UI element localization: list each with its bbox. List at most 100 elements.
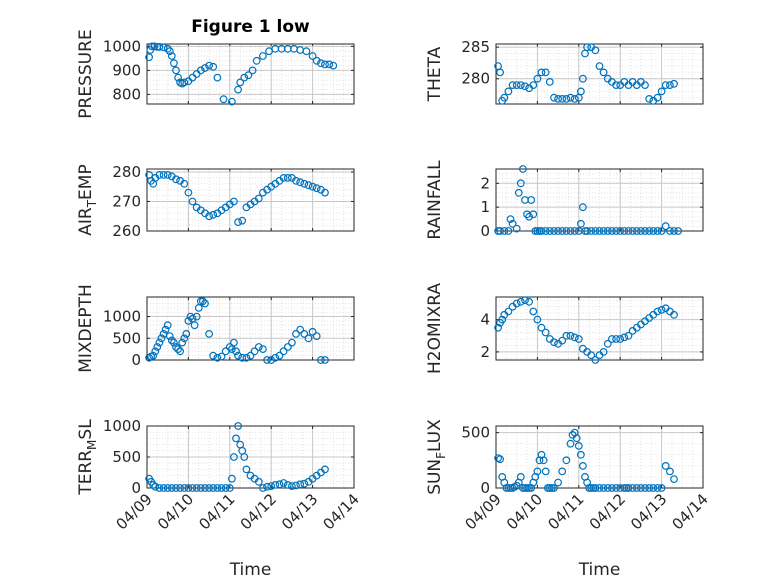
data-point xyxy=(521,296,529,305)
data-point xyxy=(653,93,662,102)
data-point xyxy=(657,484,666,492)
data-point xyxy=(300,479,309,488)
data-point xyxy=(321,188,329,197)
data-point xyxy=(587,351,596,360)
data-point xyxy=(504,227,513,235)
data-point xyxy=(608,484,616,492)
data-point xyxy=(577,219,585,228)
axes-box xyxy=(495,43,704,105)
data-point xyxy=(595,484,604,492)
data-point xyxy=(238,353,247,362)
data-point xyxy=(599,484,608,492)
data-point xyxy=(641,81,649,89)
data-point xyxy=(599,348,608,356)
data-point xyxy=(527,196,536,204)
data-point xyxy=(562,331,571,340)
data-point xyxy=(196,297,205,306)
data-point xyxy=(504,307,513,316)
data-point xyxy=(182,330,191,338)
y-axis-label: PRESSURE xyxy=(76,29,96,118)
data-point xyxy=(155,484,164,492)
data-point xyxy=(263,482,272,491)
data-point xyxy=(205,484,214,492)
data-point xyxy=(583,227,591,235)
y-tick-label: 285 xyxy=(461,38,490,56)
data-point xyxy=(167,52,176,60)
data-point xyxy=(188,197,197,206)
data-point xyxy=(661,222,670,231)
chart-title: Figure 1 low xyxy=(191,17,310,37)
y-tick-label: 270 xyxy=(112,192,141,210)
data-point xyxy=(554,227,562,235)
y-tick-label: 0 xyxy=(131,479,141,497)
data-point xyxy=(234,422,243,430)
data-point xyxy=(254,477,263,486)
data-point xyxy=(279,479,288,487)
data-point xyxy=(275,480,284,489)
data-point xyxy=(180,179,189,188)
data-point xyxy=(238,216,247,225)
data-point xyxy=(205,330,214,338)
data-point xyxy=(539,456,548,465)
data-point xyxy=(155,43,164,51)
data-point xyxy=(541,467,550,476)
data-point xyxy=(653,484,662,492)
data-point xyxy=(205,61,214,70)
data-point xyxy=(657,87,666,96)
data-point xyxy=(254,194,263,203)
data-point xyxy=(296,480,305,489)
data-point xyxy=(227,97,236,106)
data-point xyxy=(587,227,596,235)
y-tick-label: 280 xyxy=(461,70,490,88)
y-tick-label: 2 xyxy=(480,343,490,361)
series-air_temp xyxy=(145,170,329,227)
data-point xyxy=(163,170,172,179)
data-point xyxy=(176,347,185,356)
data-point xyxy=(554,94,562,103)
data-point xyxy=(550,338,558,347)
data-point xyxy=(180,78,189,87)
data-point xyxy=(149,481,158,489)
data-point xyxy=(275,351,284,360)
data-point xyxy=(190,321,199,330)
data-point xyxy=(304,181,313,190)
data-point xyxy=(548,484,556,492)
x-tick-label: 04/12 xyxy=(586,490,629,533)
data-point xyxy=(252,56,261,65)
data-point xyxy=(192,484,201,492)
data-point xyxy=(163,321,172,330)
data-point xyxy=(570,333,579,342)
data-point xyxy=(608,335,616,343)
data-point xyxy=(624,484,633,492)
y-tick-label: 900 xyxy=(112,61,141,79)
series-sun_flux xyxy=(494,428,678,492)
subplot-h2omixra: 2 4 H2OMIXRA xyxy=(425,283,704,374)
data-point xyxy=(595,227,604,235)
data-point xyxy=(283,481,292,489)
subplot-mixdepth: 0 500 1000 MIXDEPTH xyxy=(76,284,355,373)
data-point xyxy=(184,188,193,197)
data-point xyxy=(174,345,183,354)
data-point xyxy=(259,52,267,60)
x-axis-label: Time xyxy=(229,560,272,580)
data-point xyxy=(308,327,317,336)
series-theta xyxy=(494,43,678,105)
y-tick-label: 0 xyxy=(480,222,490,240)
data-point xyxy=(645,227,654,235)
data-point xyxy=(674,227,683,235)
data-point xyxy=(514,188,523,197)
data-point xyxy=(666,227,674,235)
axes-box xyxy=(495,168,704,232)
y-tick-label: 2 xyxy=(480,174,490,192)
data-point xyxy=(229,197,238,206)
x-tick-label: 04/11 xyxy=(195,490,238,533)
data-point xyxy=(242,465,251,474)
data-point xyxy=(150,42,159,51)
data-point xyxy=(599,68,608,77)
data-point xyxy=(246,351,255,360)
data-point xyxy=(508,219,517,228)
data-point xyxy=(176,484,185,492)
data-point xyxy=(525,297,533,306)
data-point xyxy=(317,356,325,364)
data-point xyxy=(159,170,168,179)
